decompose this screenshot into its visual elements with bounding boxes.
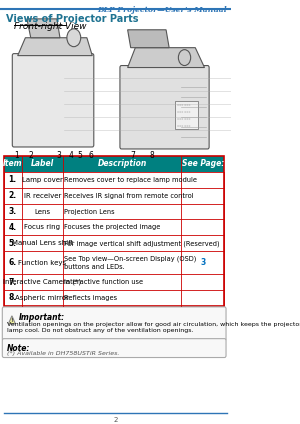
Circle shape [67, 29, 81, 47]
Text: Ventilation openings on the projector allow for good air circulation, which keep: Ventilation openings on the projector al… [7, 322, 300, 333]
Text: === ===: === === [177, 110, 190, 114]
Polygon shape [128, 47, 205, 67]
Text: 3.: 3. [9, 207, 17, 216]
FancyBboxPatch shape [4, 235, 224, 251]
Text: Aspheric mirror: Aspheric mirror [15, 295, 69, 301]
Text: Front-right View: Front-right View [14, 22, 86, 31]
Text: Function keys: Function keys [18, 259, 66, 266]
Text: Receives IR signal from remote control: Receives IR signal from remote control [64, 192, 194, 198]
FancyBboxPatch shape [4, 274, 224, 290]
Text: 8: 8 [150, 151, 154, 160]
FancyBboxPatch shape [175, 101, 198, 129]
Text: Removes cover to replace lamp module: Removes cover to replace lamp module [64, 177, 197, 183]
Text: 3: 3 [56, 151, 61, 160]
Circle shape [178, 50, 191, 66]
Text: Views of Projector Parts: Views of Projector Parts [6, 14, 139, 24]
Text: Lamp cover: Lamp cover [22, 177, 63, 183]
Polygon shape [18, 38, 92, 56]
Text: 7.: 7. [9, 278, 17, 287]
Text: Manual Lens shift: Manual Lens shift [12, 240, 73, 246]
Text: 4: 4 [68, 151, 73, 160]
Polygon shape [128, 30, 169, 47]
Text: 4.: 4. [9, 223, 17, 232]
Text: === ===: === === [177, 124, 190, 128]
FancyBboxPatch shape [4, 156, 224, 172]
Text: 1.: 1. [9, 175, 17, 184]
Text: 1: 1 [14, 151, 19, 160]
Text: Important:: Important: [19, 313, 64, 322]
Text: Projection Lens: Projection Lens [64, 209, 114, 215]
Text: (*) Available in DH758USTiR Series.: (*) Available in DH758USTiR Series. [7, 351, 119, 356]
Text: 5.: 5. [9, 239, 17, 248]
Text: Reflects images: Reflects images [64, 295, 117, 301]
Text: Interactive function use: Interactive function use [64, 279, 143, 285]
Text: Focus ring: Focus ring [24, 224, 60, 230]
Text: 6.: 6. [9, 258, 17, 267]
Text: 2: 2 [28, 151, 33, 160]
Text: !: ! [11, 318, 14, 323]
FancyBboxPatch shape [4, 188, 224, 204]
Text: 2: 2 [113, 417, 118, 423]
Text: 3: 3 [200, 258, 206, 267]
Text: 2.: 2. [9, 191, 17, 200]
Text: Label: Label [31, 159, 54, 168]
Text: DLP Projector—User’s Manual: DLP Projector—User’s Manual [97, 6, 227, 14]
FancyBboxPatch shape [2, 307, 226, 340]
Text: Note:: Note: [7, 343, 30, 353]
Text: See Top view—On-screen Display (OSD)
buttons and LEDs.: See Top view—On-screen Display (OSD) but… [64, 256, 196, 270]
FancyBboxPatch shape [4, 290, 224, 306]
Text: Description: Description [98, 159, 147, 168]
Polygon shape [27, 19, 60, 38]
FancyBboxPatch shape [2, 339, 226, 357]
FancyBboxPatch shape [4, 220, 224, 235]
Polygon shape [8, 316, 15, 324]
Text: === ===: === === [177, 117, 190, 121]
FancyBboxPatch shape [4, 172, 224, 188]
Text: === ===: === === [177, 103, 190, 107]
FancyBboxPatch shape [4, 251, 224, 274]
Text: Focuses the projected image: Focuses the projected image [64, 224, 160, 230]
Text: Lens: Lens [34, 209, 50, 215]
Text: See Page:: See Page: [182, 159, 224, 168]
FancyBboxPatch shape [4, 204, 224, 220]
Text: 8.: 8. [9, 293, 17, 302]
Text: 5: 5 [77, 151, 83, 160]
Text: Interactive Camera (*): Interactive Camera (*) [3, 279, 81, 285]
Text: Item: Item [3, 159, 22, 168]
Text: 6: 6 [88, 151, 93, 160]
FancyBboxPatch shape [120, 66, 209, 149]
Text: For image vertical shift adjustment (Reserved): For image vertical shift adjustment (Res… [64, 240, 219, 247]
Text: 7: 7 [130, 151, 135, 160]
Text: IR receiver: IR receiver [24, 192, 61, 198]
FancyBboxPatch shape [12, 53, 94, 147]
